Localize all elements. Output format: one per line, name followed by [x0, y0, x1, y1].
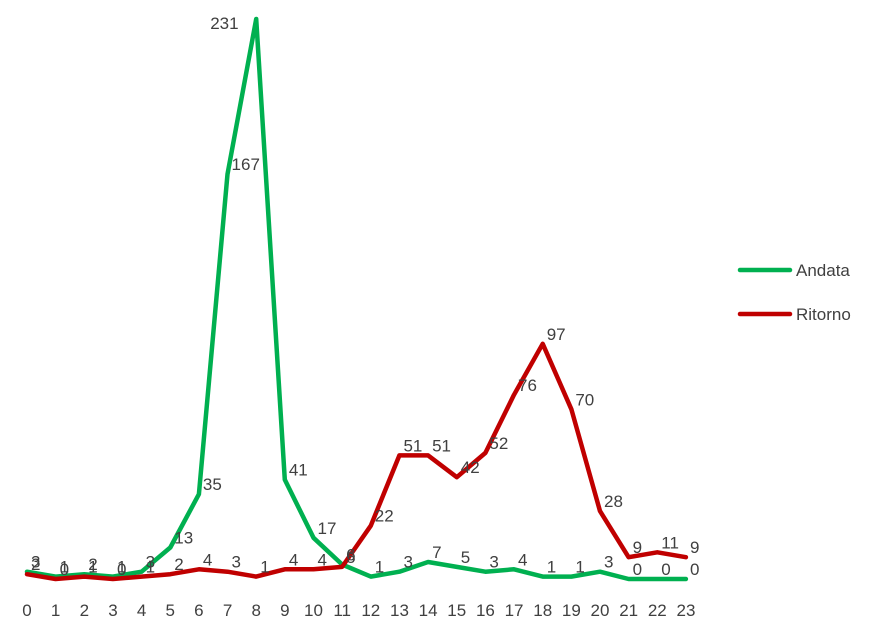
series-lines — [24, 16, 689, 582]
data-label-andata: 5 — [461, 548, 470, 567]
x-tick-label: 19 — [562, 601, 581, 620]
data-label-andata: 1 — [547, 558, 556, 577]
data-label-ritorno: 11 — [661, 533, 679, 552]
x-tick-label: 20 — [591, 601, 610, 620]
x-tick-label: 10 — [304, 601, 323, 620]
data-label-ritorno: 28 — [604, 492, 623, 511]
x-tick-label: 7 — [223, 601, 232, 620]
data-label-andata: 167 — [232, 155, 260, 174]
x-tick-label: 8 — [251, 601, 260, 620]
x-tick-label: 13 — [390, 601, 409, 620]
x-tick-label: 14 — [419, 601, 438, 620]
data-label-andata: 3 — [489, 553, 498, 572]
data-label-andata: 1 — [117, 558, 126, 577]
data-label-ritorno: 97 — [547, 325, 566, 344]
data-label-andata: 0 — [633, 560, 642, 579]
x-tick-label: 12 — [361, 601, 380, 620]
data-label-ritorno: 22 — [375, 507, 394, 526]
data-label-ritorno: 9 — [633, 538, 642, 557]
data-label-andata: 2 — [88, 555, 97, 574]
x-tick-label: 2 — [80, 601, 89, 620]
x-tick-label: 0 — [22, 601, 31, 620]
x-tick-label: 4 — [137, 601, 146, 620]
x-axis: 0 1 2 3 4 5 6 7 8 9 10 11 12 13 14 15 16 17 18 19 20 21 22 23 — [22, 601, 695, 620]
data-label-ritorno: 0 — [60, 560, 69, 579]
data-label-andata: 17 — [318, 519, 337, 538]
data-label-andata: 1 — [375, 558, 384, 577]
legend-label-andata: Andata — [796, 261, 850, 280]
x-tick-label: 23 — [676, 601, 695, 620]
data-label-andata: 3 — [604, 553, 613, 572]
data-label-andata: 41 — [289, 461, 308, 480]
data-label-andata: 231 — [210, 14, 238, 33]
data-label-ritorno: 42 — [461, 458, 480, 477]
data-label-ritorno: 4 — [318, 550, 327, 569]
x-tick-label: 5 — [166, 601, 175, 620]
x-tick-label: 16 — [476, 601, 495, 620]
x-tick-label: 3 — [108, 601, 117, 620]
legend-label-ritorno: Ritorno — [796, 305, 851, 324]
legend: Andata Ritorno — [737, 261, 851, 324]
x-tick-label: 21 — [619, 601, 638, 620]
data-label-andata: 3 — [31, 553, 40, 572]
data-label-ritorno: 1 — [146, 558, 155, 577]
data-label-andata: 13 — [174, 528, 193, 547]
data-label-ritorno: 9 — [690, 538, 699, 557]
data-label-andata: 35 — [203, 475, 222, 494]
data-label-andata: 4 — [518, 550, 527, 569]
data-label-ritorno: 3 — [232, 553, 241, 572]
data-label-ritorno: 51 — [403, 436, 422, 455]
data-label-andata: 3 — [146, 553, 155, 572]
x-tick-label: 22 — [648, 601, 667, 620]
data-label-ritorno: 51 — [432, 436, 451, 455]
data-label-ritorno: 0 — [117, 560, 126, 579]
data-label-andata: 0 — [661, 560, 670, 579]
data-label-ritorno: 5 — [346, 548, 355, 567]
data-label-ritorno: 1 — [260, 558, 269, 577]
data-label-ritorno: 2 — [174, 555, 183, 574]
x-tick-label: 1 — [51, 601, 60, 620]
data-label-andata: 6 — [346, 545, 355, 564]
data-label-ritorno: 70 — [575, 390, 594, 409]
data-label-ritorno: 4 — [203, 550, 212, 569]
series-line-andata — [24, 16, 689, 582]
x-tick-label: 6 — [194, 601, 203, 620]
data-label-andata: 3 — [403, 553, 412, 572]
data-label-andata: 1 — [575, 558, 584, 577]
x-tick-label: 18 — [533, 601, 552, 620]
x-tick-label: 9 — [280, 601, 289, 620]
data-label-andata: 1 — [60, 558, 69, 577]
data-label-ritorno: 76 — [518, 376, 537, 395]
x-tick-label: 17 — [505, 601, 524, 620]
data-label-andata: 0 — [690, 560, 699, 579]
data-label-ritorno: 2 — [31, 555, 40, 574]
series-line-ritorno — [24, 341, 689, 582]
data-label-ritorno: 52 — [489, 434, 508, 453]
data-label-andata: 7 — [432, 543, 441, 562]
data-label-ritorno: 4 — [289, 550, 298, 569]
x-tick-label: 11 — [333, 601, 351, 620]
x-tick-label: 15 — [447, 601, 466, 620]
data-label-ritorno: 1 — [88, 558, 97, 577]
